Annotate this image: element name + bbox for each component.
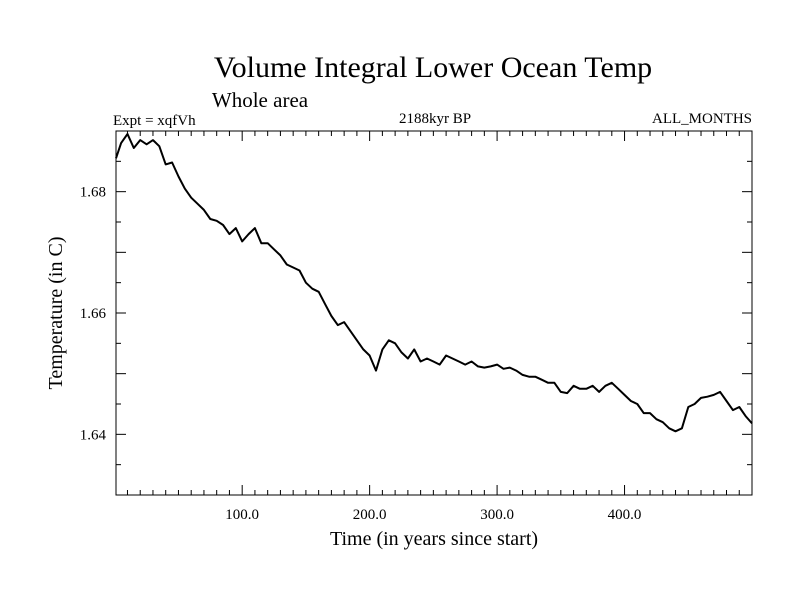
x-tick-label: 100.0 — [225, 507, 259, 523]
plot-frame — [115, 130, 753, 496]
x-tick-label: 300.0 — [480, 507, 514, 523]
y-axis-label: Temperature (in C) — [45, 237, 67, 390]
period-label: 2188kyr BP — [399, 111, 471, 127]
chart-subtitle: Whole area — [212, 88, 309, 112]
y-tick-label: 1.68 — [80, 185, 106, 201]
y-axis-ticks: 1.64 1.66 1.68 — [80, 160, 752, 466]
chart-title: Volume Integral Lower Ocean Temp — [214, 51, 652, 84]
experiment-label: Expt = xqfVh — [113, 113, 196, 129]
x-tick-label: 200.0 — [353, 507, 387, 523]
x-axis-label: Time (in years since start) — [330, 528, 538, 550]
temperature-series-line — [115, 133, 753, 433]
x-axis-ticks: 100.0 200.0 300.0 400.0 — [126, 131, 740, 523]
y-tick-label: 1.66 — [80, 306, 107, 322]
y-tick-label: 1.64 — [80, 427, 107, 443]
months-label: ALL_MONTHS — [652, 111, 752, 127]
x-tick-label: 400.0 — [608, 507, 642, 523]
